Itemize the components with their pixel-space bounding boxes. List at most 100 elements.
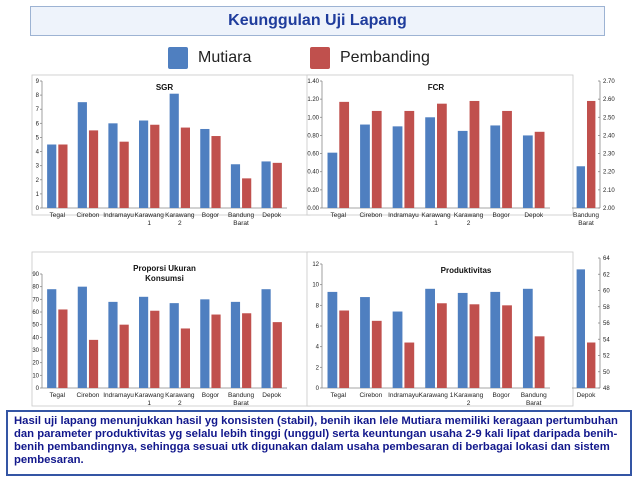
bar-pembanding-bandung-barat	[534, 336, 545, 388]
category-label: Barat	[233, 220, 249, 227]
bar-mutiara-bandung-barat	[522, 288, 533, 388]
bar-pembanding-cirebon	[371, 320, 382, 388]
y-tick-label: 52	[603, 354, 610, 360]
summary-note: Hasil uji lapang menunjukkan hasil yg ko…	[6, 410, 632, 476]
bar-pembanding-bogor	[502, 110, 512, 208]
y-tick-label: 20	[32, 361, 39, 367]
y-tick-label: 0	[36, 386, 40, 392]
chart-title: Produktivitas	[441, 266, 492, 275]
y-tick-label: 2.10	[603, 188, 615, 194]
y-tick-label: 2.60	[603, 97, 615, 103]
y-tick-label: 0.00	[307, 206, 319, 212]
category-label: Bandung	[573, 212, 599, 219]
y-tick-label: 50	[32, 323, 39, 329]
category-label: Indramayu	[103, 212, 134, 219]
bar-pembanding-cirebon	[88, 339, 99, 388]
bar-mutiara-cirebon	[77, 102, 87, 208]
bar-mutiara-indramayu	[108, 301, 118, 388]
y-tick-label: 0.20	[307, 188, 319, 194]
y-tick-label: 0.40	[307, 170, 319, 176]
bar-pembanding-tegal	[58, 144, 68, 208]
bar-pembanding-karawang-1	[437, 103, 447, 208]
category-label: 2	[178, 220, 182, 227]
category-label: 1	[147, 400, 151, 407]
bar-pembanding-karawang-2	[180, 127, 190, 208]
chart-title: Konsumsi	[145, 274, 184, 283]
category-label: Cirebon	[77, 392, 100, 399]
category-label: Indramayu	[388, 392, 419, 399]
y-tick-label: 9	[36, 79, 40, 85]
bar-mutiara-tegal	[47, 289, 57, 388]
y-tick-label: 60	[32, 310, 39, 316]
y-tick-label: 6	[316, 324, 320, 330]
y-tick-label: 10	[32, 373, 39, 379]
y-tick-label: 2.70	[603, 79, 615, 85]
category-label: Karawang	[454, 212, 484, 219]
bar-pembanding-bogor	[211, 314, 221, 388]
bar-mutiara-karawang-1	[425, 117, 435, 208]
bar-mutiara-cirebon	[360, 297, 370, 388]
y-tick-label: 1	[36, 192, 40, 198]
category-label: Cirebon	[77, 212, 100, 219]
bar-mutiara-indramayu	[392, 126, 403, 208]
bar-mutiara-indramayu	[392, 311, 403, 388]
bar-pembanding-karawang-2	[469, 100, 480, 208]
category-label: Bogor	[492, 392, 510, 399]
category-label: Bogor	[202, 212, 220, 219]
category-label: Bogor	[202, 392, 220, 399]
y-tick-label: 2.50	[603, 115, 615, 121]
y-tick-label: 54	[603, 337, 610, 343]
y-tick-label: 56	[603, 321, 610, 327]
bar-pembanding-bogor	[502, 305, 512, 388]
y-tick-label: 4	[36, 150, 40, 156]
y-tick-label: 62	[603, 272, 610, 278]
y-tick-label: 8	[36, 93, 40, 99]
page-title: Keunggulan Uji Lapang	[228, 12, 407, 29]
y-tick-label: 80	[32, 285, 39, 291]
bar-mutiara-bandung-barat	[576, 166, 585, 208]
y-tick-label: 0.80	[307, 133, 319, 139]
y-tick-label: 60	[603, 289, 610, 295]
bar-pembanding-indramayu	[404, 110, 415, 208]
y-tick-label: 2.20	[603, 170, 615, 176]
chart-title: FCR	[428, 83, 445, 92]
y-tick-label: 2	[316, 365, 320, 371]
bar-mutiara-karawang-1	[139, 296, 149, 388]
legend-mutiara: Mutiara	[168, 46, 251, 70]
legend-swatch-pembanding	[310, 47, 330, 69]
category-label: Karawang	[135, 392, 165, 399]
y-tick-label: 7	[36, 107, 40, 113]
category-label: Barat	[233, 400, 249, 407]
bar-mutiara-depok	[261, 161, 271, 208]
y-tick-label: 12	[312, 262, 319, 268]
y-tick-label: 6	[36, 121, 40, 127]
bar-pembanding-karawang-1	[150, 124, 160, 208]
bar-pembanding-depok	[272, 322, 282, 388]
bar-mutiara-karawang-1	[425, 288, 435, 388]
y-tick-label: 1.20	[307, 97, 319, 103]
bar-pembanding-karawang-1	[150, 310, 160, 388]
bar-mutiara-tegal	[47, 144, 57, 208]
category-label: 2	[467, 400, 471, 407]
category-label: Karawang	[135, 212, 165, 219]
bar-pembanding-tegal	[339, 101, 350, 208]
category-label: 1	[147, 220, 151, 227]
y-tick-label: 5	[36, 135, 40, 141]
category-label: Barat	[526, 400, 542, 407]
category-label: Depok	[524, 212, 544, 219]
bar-mutiara-cirebon	[77, 286, 87, 388]
bar-pembanding-cirebon	[88, 130, 99, 208]
legend-label-mutiara: Mutiara	[198, 49, 252, 66]
y-tick-label: 10	[312, 283, 319, 289]
category-label: 1	[434, 220, 438, 227]
category-label: 2	[467, 220, 471, 227]
category-label: 2	[178, 400, 182, 407]
bar-pembanding-tegal	[339, 310, 350, 388]
y-tick-label: 2	[36, 178, 40, 184]
category-label: Depok	[262, 392, 282, 399]
y-tick-label: 40	[32, 335, 39, 341]
y-tick-label: 30	[32, 348, 39, 354]
y-tick-label: 0	[316, 386, 320, 392]
chart-title: SGR	[156, 83, 174, 92]
y-tick-label: 70	[32, 297, 39, 303]
